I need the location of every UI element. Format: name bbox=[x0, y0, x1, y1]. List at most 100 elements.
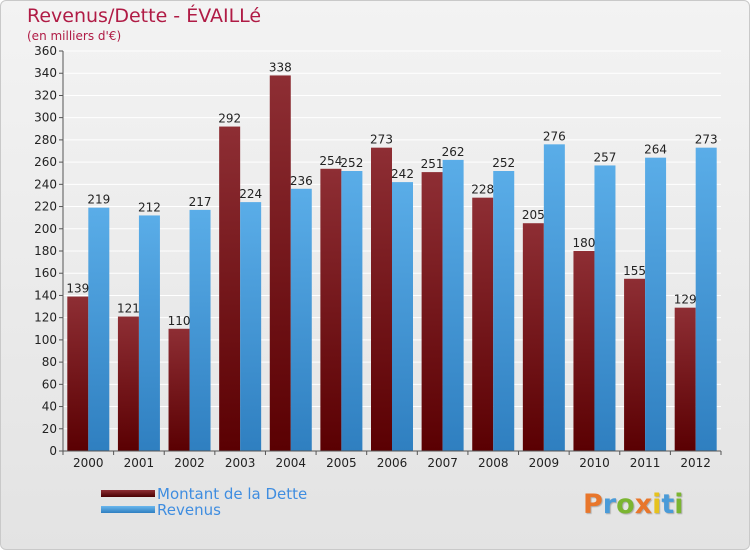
bar-revenus bbox=[290, 188, 312, 451]
y-tick-label: 340 bbox=[34, 66, 57, 80]
x-tick-label: 2003 bbox=[225, 456, 256, 470]
brand-logo-letter: o bbox=[616, 489, 635, 520]
y-tick-label: 180 bbox=[34, 244, 57, 258]
bar-revenus bbox=[645, 157, 667, 451]
brand-logo-letter: r bbox=[602, 489, 617, 520]
data-label-dette: 180 bbox=[573, 236, 596, 250]
legend-swatch-revenus bbox=[101, 506, 155, 513]
data-label-revenus: 252 bbox=[492, 156, 515, 170]
y-tick-label: 320 bbox=[34, 88, 57, 102]
data-label-dette: 121 bbox=[117, 302, 140, 316]
legend-swatch-dette bbox=[101, 490, 155, 497]
data-label-dette: 292 bbox=[218, 112, 241, 126]
data-label-revenus: 236 bbox=[290, 174, 313, 188]
x-tick-label: 2011 bbox=[630, 456, 661, 470]
bar-revenus bbox=[240, 202, 262, 451]
y-tick-label: 100 bbox=[34, 333, 57, 347]
bar-revenus bbox=[392, 182, 413, 451]
bar-revenus bbox=[493, 171, 515, 451]
brand-logo-letter: t bbox=[661, 489, 675, 520]
y-tick-label: 20 bbox=[42, 422, 57, 436]
data-label-revenus: 273 bbox=[695, 133, 718, 147]
bar-revenus bbox=[695, 147, 717, 451]
bar-dette bbox=[320, 168, 342, 451]
bar-dette bbox=[67, 296, 89, 451]
bar-dette bbox=[674, 307, 696, 451]
data-label-dette: 155 bbox=[623, 264, 646, 278]
data-label-dette: 110 bbox=[168, 314, 191, 328]
bar-dette bbox=[522, 223, 544, 451]
legend-label-dette: Montant de la Dette bbox=[157, 485, 308, 503]
brand-logo: Proxiti bbox=[583, 489, 684, 520]
y-tick-label: 160 bbox=[34, 266, 57, 280]
bar-dette bbox=[117, 316, 139, 451]
data-label-dette: 129 bbox=[674, 293, 697, 307]
data-label-dette: 273 bbox=[370, 133, 393, 147]
data-label-dette: 251 bbox=[421, 157, 444, 171]
y-tick-label: 80 bbox=[42, 355, 57, 369]
x-tick-label: 2005 bbox=[326, 456, 357, 470]
bar-dette bbox=[573, 251, 595, 451]
y-tick-label: 240 bbox=[34, 177, 57, 191]
axes: 0 20 40 60 80 100 120 140 160 180 200 220 240 260 280 3… bbox=[34, 44, 722, 470]
bar-dette bbox=[269, 75, 291, 451]
brand-logo-letter: i bbox=[652, 489, 662, 520]
x-tick-label: 2001 bbox=[124, 456, 155, 470]
y-tick-label: 260 bbox=[34, 155, 57, 169]
x-tick-label: 2006 bbox=[377, 456, 408, 470]
y-tick-label: 120 bbox=[34, 311, 57, 325]
y-tick-label: 300 bbox=[34, 111, 57, 125]
y-tick-label: 60 bbox=[42, 377, 57, 391]
chart-subtitle: (en milliers d'€) bbox=[27, 29, 122, 43]
data-label-revenus: 264 bbox=[644, 143, 667, 157]
bar-revenus bbox=[189, 209, 211, 451]
bar-dette bbox=[472, 197, 494, 451]
y-tick-label: 360 bbox=[34, 44, 57, 58]
y-tick-label: 40 bbox=[42, 400, 57, 414]
bar-revenus bbox=[543, 144, 565, 452]
bar-revenus bbox=[594, 165, 616, 451]
x-tick-label: 2002 bbox=[174, 456, 205, 470]
data-label-dette: 228 bbox=[471, 183, 494, 197]
data-label-revenus: 276 bbox=[543, 129, 566, 143]
bar-dette bbox=[624, 278, 646, 451]
data-labels: 1392191212121102172922243382362542522732… bbox=[66, 60, 717, 327]
x-tick-label: 2007 bbox=[427, 456, 458, 470]
legend-label-revenus: Revenus bbox=[157, 501, 221, 519]
data-label-revenus: 212 bbox=[138, 200, 161, 214]
bar-dette bbox=[421, 172, 443, 451]
brand-logo-letter: P bbox=[583, 489, 603, 520]
x-tick-label: 2012 bbox=[680, 456, 711, 470]
bar-revenus bbox=[442, 159, 464, 451]
x-tick-label: 2004 bbox=[275, 456, 306, 470]
bars bbox=[67, 75, 717, 452]
x-tick-label: 2010 bbox=[579, 456, 610, 470]
data-label-revenus: 257 bbox=[594, 150, 617, 164]
data-label-revenus: 262 bbox=[442, 145, 465, 159]
bar-dette bbox=[371, 147, 392, 451]
bar-dette bbox=[219, 126, 241, 452]
y-tick-label: 280 bbox=[34, 133, 57, 147]
chart-title: Revenus/Dette - ÉVAILLé bbox=[27, 5, 262, 27]
data-label-dette: 205 bbox=[522, 208, 545, 222]
y-tick-label: 0 bbox=[49, 444, 57, 458]
bar-dette bbox=[168, 328, 190, 451]
data-label-dette: 254 bbox=[319, 154, 342, 168]
x-tick-label: 2000 bbox=[73, 456, 104, 470]
data-label-revenus: 252 bbox=[340, 156, 363, 170]
data-label-revenus: 242 bbox=[391, 167, 414, 181]
bar-revenus bbox=[341, 171, 363, 451]
brand-logo-letter: i bbox=[674, 489, 684, 520]
data-label-revenus: 219 bbox=[87, 193, 110, 207]
brand-logo-letter: x bbox=[634, 489, 653, 520]
data-label-revenus: 224 bbox=[239, 187, 262, 201]
data-label-dette: 338 bbox=[269, 60, 292, 74]
bar-revenus bbox=[88, 207, 110, 451]
y-tick-label: 140 bbox=[34, 288, 57, 302]
data-label-revenus: 217 bbox=[189, 195, 212, 209]
y-tick-label: 200 bbox=[34, 222, 57, 236]
bar-revenus bbox=[138, 215, 160, 451]
x-tick-label: 2009 bbox=[529, 456, 560, 470]
